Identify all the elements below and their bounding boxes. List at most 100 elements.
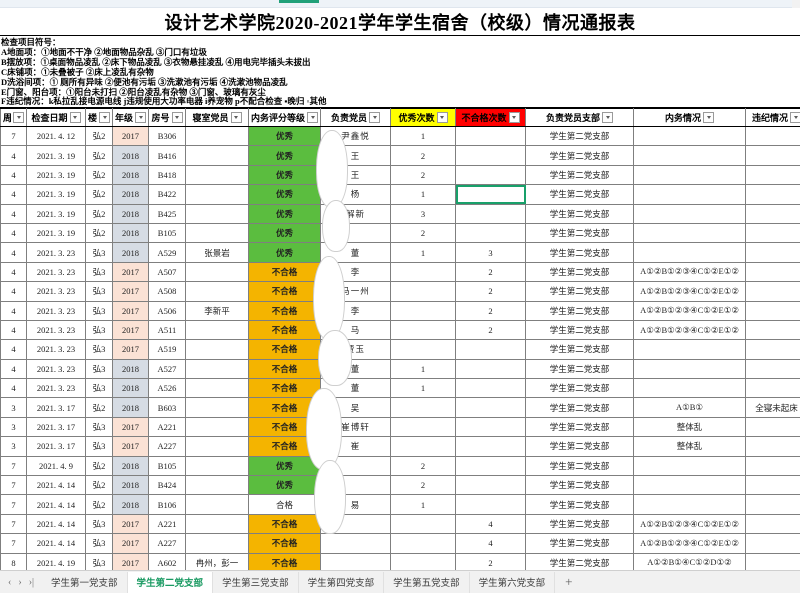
cell-discipline[interactable] xyxy=(745,281,800,302)
cell-excellent-count[interactable]: 2 xyxy=(390,455,456,477)
cell-dorm-member[interactable] xyxy=(185,397,249,418)
cell-responsible[interactable]: 董 xyxy=(320,358,391,380)
cell-fail-count[interactable] xyxy=(455,164,526,186)
filter-icon[interactable] xyxy=(790,112,800,123)
cell-housekeeping[interactable] xyxy=(633,184,746,205)
column-header-rating[interactable]: 内务评分等级 xyxy=(248,108,321,127)
filter-icon[interactable] xyxy=(230,112,242,123)
cell-rating[interactable]: 优秀 xyxy=(248,203,321,224)
cell-grade[interactable]: 2018 xyxy=(112,242,149,263)
cell-room[interactable]: B106 xyxy=(148,494,186,515)
cell-housekeeping[interactable] xyxy=(633,242,746,263)
cell-branch[interactable]: 学生第二党支部 xyxy=(525,125,634,147)
cell-week[interactable]: 4 xyxy=(0,203,27,224)
cell-room[interactable]: B306 xyxy=(148,125,186,147)
cell-building[interactable]: 弘2 xyxy=(85,455,113,477)
cell-fail-count[interactable] xyxy=(455,125,526,147)
cell-fail-count[interactable] xyxy=(455,436,526,457)
sheet-tab-4[interactable]: 学生第四党支部 xyxy=(299,571,385,593)
cell-branch[interactable]: 学生第二党支部 xyxy=(525,533,634,554)
cell-room[interactable]: A221 xyxy=(148,513,186,535)
cell-rating[interactable]: 不合格 xyxy=(248,378,321,399)
cell-housekeeping[interactable] xyxy=(633,164,746,186)
cell-building[interactable]: 弘3 xyxy=(85,358,113,380)
filter-icon[interactable] xyxy=(508,112,520,123)
cell-fail-count[interactable] xyxy=(455,358,526,380)
cell-discipline[interactable] xyxy=(745,455,800,477)
cell-branch[interactable]: 学生第二党支部 xyxy=(525,475,634,496)
cell-room[interactable]: B418 xyxy=(148,164,186,186)
cell-building[interactable]: 弘3 xyxy=(85,339,113,360)
cell-grade[interactable]: 2018 xyxy=(112,164,149,186)
cell-branch[interactable]: 学生第二党支部 xyxy=(525,164,634,186)
cell-discipline[interactable] xyxy=(745,533,800,554)
cell-discipline[interactable] xyxy=(745,358,800,380)
cell-date[interactable]: 2021. 3. 23 xyxy=(26,281,86,302)
filter-icon[interactable] xyxy=(369,112,380,123)
column-header-fail-count[interactable]: 不合格次数 xyxy=(455,108,526,127)
cell-building[interactable]: 弘2 xyxy=(85,222,113,244)
column-header-housekeeping[interactable]: 内务情况 xyxy=(633,108,746,127)
cell-branch[interactable]: 学生第二党支部 xyxy=(525,494,634,515)
cell-fail-count[interactable]: 2 xyxy=(455,300,526,321)
cell-rating[interactable]: 不合格 xyxy=(248,300,321,321)
cell-excellent-count[interactable]: 1 xyxy=(390,378,456,399)
cell-housekeeping[interactable]: 整体乱 xyxy=(633,436,746,457)
filter-icon[interactable] xyxy=(703,112,714,123)
cell-date[interactable]: 2021. 4. 14 xyxy=(26,513,86,535)
table-row[interactable]: 4 2021. 3. 23 弘3 2017 A508 不合格 马一州 2 学生第二党支部 A①②B… xyxy=(0,281,800,302)
cell-discipline[interactable] xyxy=(745,475,800,496)
table-row[interactable]: 4 2021. 3. 23 弘3 2017 A506 李新平 不合格李 2 学生第二党支部 A①②… xyxy=(0,300,800,321)
cell-date[interactable]: 2021. 3. 17 xyxy=(26,397,86,418)
cell-responsible[interactable]: 董 xyxy=(320,242,391,263)
cell-housekeeping[interactable]: A①②B①②③④C①②E①② xyxy=(633,533,746,554)
cell-grade[interactable]: 2018 xyxy=(112,358,149,380)
cell-building[interactable]: 弘3 xyxy=(85,281,113,302)
cell-week[interactable]: 4 xyxy=(0,358,27,380)
cell-branch[interactable]: 学生第二党支部 xyxy=(525,145,634,166)
cell-discipline[interactable] xyxy=(745,203,800,224)
cell-rating[interactable]: 不合格 xyxy=(248,339,321,360)
cell-room[interactable]: A221 xyxy=(148,416,186,438)
filter-icon[interactable] xyxy=(307,112,318,123)
cell-building[interactable]: 弘2 xyxy=(85,184,113,205)
cell-discipline[interactable] xyxy=(745,125,800,147)
table-row[interactable]: 4 2021. 3. 23 弘3 2017 A507 不合格李 2 学生第二党支部 A①②B①②… xyxy=(0,261,800,283)
cell-rating[interactable]: 不合格 xyxy=(248,533,321,554)
cell-dorm-member[interactable]: 张景岩 xyxy=(185,242,249,263)
column-header-excellent-count[interactable]: 优秀次数 xyxy=(390,108,456,127)
cell-room[interactable]: B424 xyxy=(148,475,186,496)
cell-room[interactable]: A511 xyxy=(148,319,186,341)
cell-room[interactable]: A529 xyxy=(148,242,186,263)
column-header-week[interactable]: 周 xyxy=(0,108,27,127)
cell-week[interactable]: 4 xyxy=(0,319,27,341)
cell-fail-count[interactable]: 2 xyxy=(455,261,526,283)
cell-date[interactable]: 2021. 4. 9 xyxy=(26,455,86,477)
cell-discipline[interactable] xyxy=(745,436,800,457)
filter-icon[interactable] xyxy=(171,112,183,123)
cell-responsible[interactable] xyxy=(320,513,391,535)
cell-dorm-member[interactable] xyxy=(185,533,249,554)
filter-icon[interactable] xyxy=(13,112,24,123)
cell-week[interactable]: 7 xyxy=(0,533,27,554)
cell-room[interactable]: B416 xyxy=(148,145,186,166)
cell-grade[interactable]: 2017 xyxy=(112,281,149,302)
cell-excellent-count[interactable] xyxy=(390,339,456,360)
cell-date[interactable]: 2021. 3. 19 xyxy=(26,164,86,186)
cell-week[interactable]: 4 xyxy=(0,242,27,263)
cell-week[interactable]: 4 xyxy=(0,184,27,205)
cell-grade[interactable]: 2018 xyxy=(112,475,149,496)
cell-dorm-member[interactable] xyxy=(185,125,249,147)
cell-grade[interactable]: 2017 xyxy=(112,339,149,360)
cell-room[interactable]: B105 xyxy=(148,222,186,244)
cell-branch[interactable]: 学生第二党支部 xyxy=(525,339,634,360)
cell-week[interactable]: 3 xyxy=(0,436,27,457)
cell-responsible[interactable]: 解新 xyxy=(320,203,391,224)
cell-responsible[interactable] xyxy=(320,455,391,477)
cell-responsible[interactable] xyxy=(320,533,391,554)
cell-rating[interactable]: 优秀 xyxy=(248,184,321,205)
cell-fail-count[interactable] xyxy=(455,145,526,166)
cell-room[interactable]: B603 xyxy=(148,397,186,418)
